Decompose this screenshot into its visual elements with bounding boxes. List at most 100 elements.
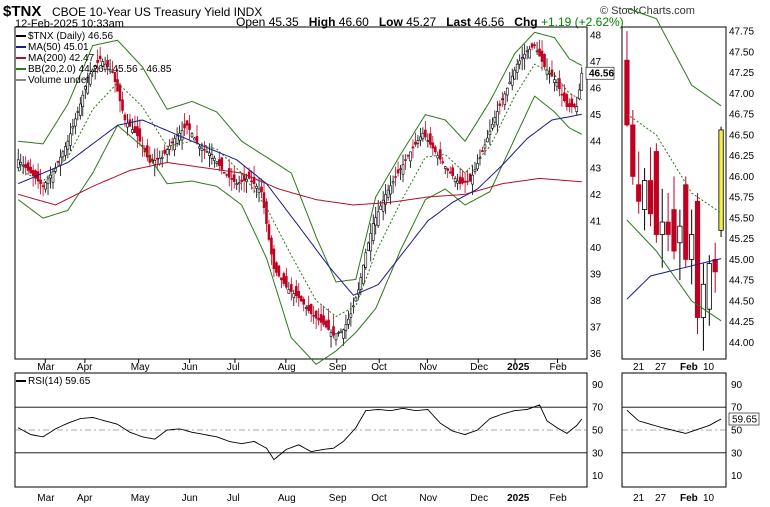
- open-value: 45.35: [268, 15, 299, 29]
- candle-body: [19, 162, 23, 165]
- legend: $TNX (Daily) 46.56 MA(50) 45.01 MA(200) …: [16, 31, 171, 86]
- zoom-tick-label: 46.25: [729, 151, 754, 162]
- symbol: $TNX: [3, 3, 42, 20]
- price-tick-label: 43: [590, 163, 602, 174]
- chg-label: Chg: [514, 15, 538, 29]
- candle-body: [461, 177, 464, 184]
- candle-body: [344, 324, 348, 331]
- candle-body: [322, 315, 325, 325]
- candle-body: [553, 79, 556, 83]
- candle-body: [555, 82, 559, 87]
- zoom-x-tick-label: 27: [655, 362, 667, 373]
- zoom-tick-label: 44.25: [729, 317, 754, 328]
- candle-body: [463, 180, 467, 183]
- rsi-x-tick-label: Feb: [550, 493, 568, 504]
- candle-body: [438, 149, 442, 160]
- zoom-tick-label: 47.75: [729, 27, 754, 38]
- candle-body: [575, 106, 579, 113]
- candle-body: [74, 118, 77, 127]
- candle-body: [16, 159, 20, 169]
- candle-body: [103, 63, 107, 70]
- price-tick-label: 37: [590, 323, 602, 334]
- zoom-x-tick-label: 10: [703, 362, 715, 373]
- legend-bb: BB(20,2.0) 44.26 - 45.56 - 46.85: [16, 64, 171, 75]
- candle-body: [136, 126, 139, 137]
- zoom-ma50-line: [626, 258, 722, 300]
- rsi-tick-label: 10: [592, 471, 604, 482]
- candle-body: [431, 142, 435, 149]
- candle-body: [232, 174, 236, 182]
- candle-body: [456, 180, 459, 184]
- candle-body: [498, 103, 502, 106]
- candle-body: [518, 60, 521, 65]
- candle-body: [188, 123, 191, 130]
- high-value: 46.60: [338, 15, 369, 29]
- candle-body: [79, 103, 82, 116]
- candle-body: [51, 171, 55, 183]
- price-tick-label: 45: [590, 110, 602, 121]
- candle-body: [421, 132, 425, 140]
- candle-body: [69, 133, 72, 146]
- candle-body: [180, 130, 184, 141]
- candle-body: [580, 72, 584, 91]
- candle-body: [208, 152, 211, 156]
- candle-body: [200, 147, 204, 151]
- rsi-zoom-x-tick-label: 10: [703, 493, 715, 504]
- candle-body: [240, 179, 243, 182]
- candle-body: [220, 157, 224, 170]
- candle-body: [250, 180, 253, 183]
- candle-body: [530, 43, 534, 48]
- candle-body: [404, 159, 407, 161]
- brand: © StockCharts.com: [600, 5, 695, 17]
- x-tick-label: Nov: [419, 362, 437, 373]
- candle-body: [327, 319, 330, 331]
- price-tick-label: 48: [590, 30, 602, 41]
- candle-body: [121, 99, 124, 111]
- legend-price-label: $TNX (Daily) 46.56: [28, 31, 114, 42]
- candle-body: [205, 151, 209, 153]
- candle-body: [168, 145, 171, 150]
- candle-body: [36, 171, 40, 182]
- candle-body: [31, 169, 35, 177]
- zoom-candle-body: [683, 184, 689, 260]
- candle-body: [568, 103, 571, 107]
- candle-body: [190, 133, 194, 138]
- zoom-frame: [621, 26, 727, 360]
- candle-body: [560, 93, 564, 96]
- candle-body: [501, 98, 504, 101]
- price-tick-label: 46: [590, 84, 602, 95]
- candle-body: [98, 55, 102, 60]
- rsi-zoom-tick-label: 50: [731, 426, 743, 437]
- candle-body: [535, 50, 539, 53]
- zoom-tick-label: 47.25: [729, 68, 754, 79]
- x-tick-label: Aug: [278, 362, 296, 373]
- candle-body: [371, 223, 375, 241]
- rsi-x-tick-label: Oct: [371, 493, 387, 504]
- candle-body: [312, 315, 315, 317]
- rsi-zoom-tick-label: 30: [731, 448, 743, 459]
- candle-body: [155, 157, 159, 160]
- candle-body: [71, 126, 75, 129]
- candle-body: [66, 140, 70, 150]
- candle-body: [227, 168, 231, 178]
- candle-body: [195, 136, 199, 143]
- legend-ma200-label: MA(200) 42.47: [28, 53, 95, 64]
- price-tick-label: 44: [590, 137, 602, 148]
- candle-body: [118, 84, 122, 102]
- candle-body: [570, 98, 574, 107]
- candle-body: [76, 111, 80, 113]
- ma200-line: [18, 161, 582, 206]
- candle-body: [163, 149, 167, 154]
- price-tick-label: 39: [590, 270, 602, 281]
- rsi-tick-label: 30: [592, 448, 604, 459]
- rsi-line: [17, 404, 583, 461]
- zoom-candle-body: [641, 180, 648, 211]
- rsi-last-callout: 59.65: [732, 414, 757, 425]
- candle-body: [21, 164, 25, 167]
- candle-body: [260, 186, 263, 192]
- legend-volume: Volume undef: [16, 75, 171, 86]
- candle-body: [247, 171, 251, 179]
- rsi-tick-label: 50: [592, 426, 604, 437]
- candle-body: [111, 71, 114, 73]
